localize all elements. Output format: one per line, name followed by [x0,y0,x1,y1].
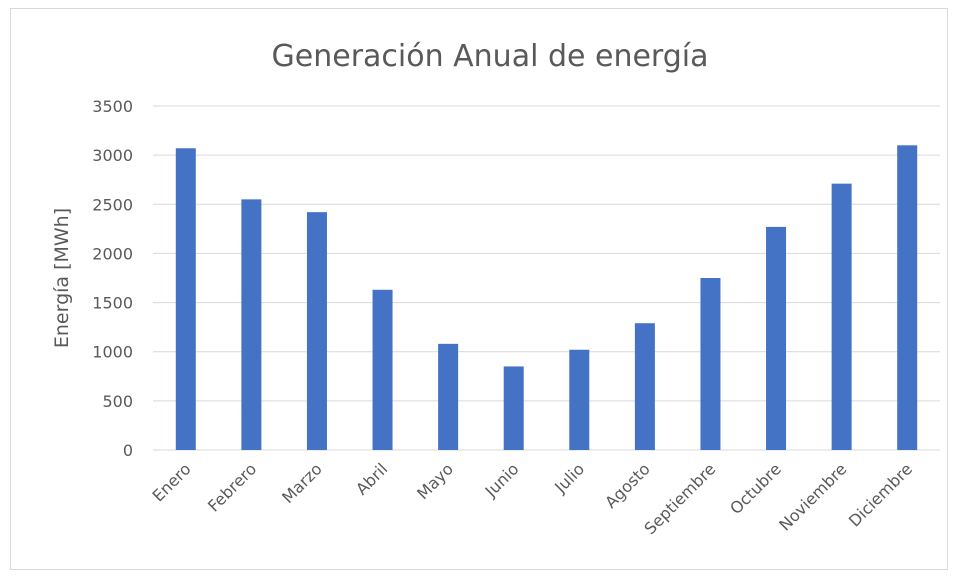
bar [569,349,590,450]
bar [831,183,852,450]
bar [175,148,196,450]
bar [700,278,721,450]
chart-border [10,8,948,570]
y-tick-label: 1000 [92,343,133,362]
bar [503,366,524,450]
bar [897,145,918,451]
y-tick-label: 2000 [92,244,133,263]
y-tick-label: 3500 [92,97,133,116]
y-tick-label: 2500 [92,195,133,214]
bar [306,212,327,450]
y-tick-label: 500 [102,392,133,411]
bar [766,226,787,450]
bar [241,199,262,450]
bar [372,289,393,450]
y-tick-label: 1500 [92,294,133,313]
chart-title: Generación Anual de energía [272,39,709,74]
y-tick-label: 0 [123,441,133,460]
y-tick-label: 3000 [92,146,133,165]
bar [438,343,459,450]
bar [634,323,655,450]
y-axis-label: Energía [MWh] [51,208,73,348]
